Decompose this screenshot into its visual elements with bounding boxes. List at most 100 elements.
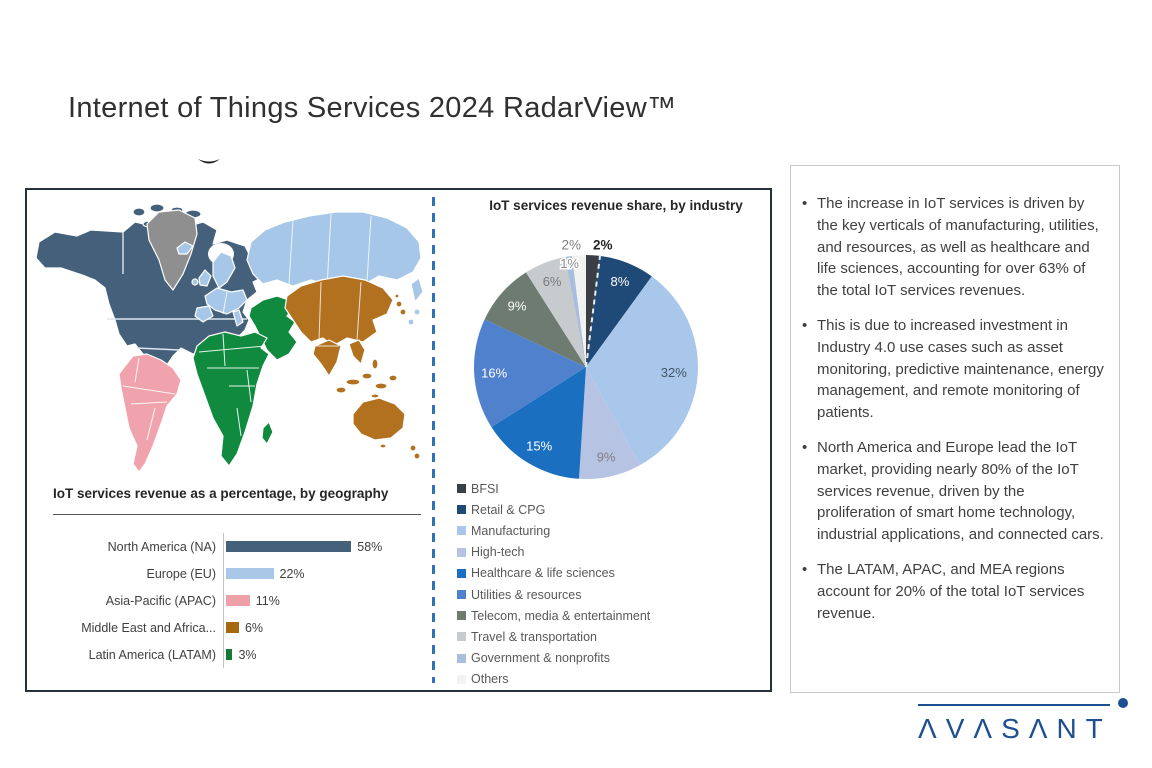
legend-item: BFSI [457, 478, 650, 499]
pie-slice [586, 255, 600, 367]
insight-bullet: North America and Europe lead the IoT ma… [801, 437, 1107, 546]
geo-bar-zone: 11% [223, 587, 280, 614]
legend-label: BFSI [471, 481, 499, 496]
pie-slice-label: 6% [543, 274, 562, 289]
legend-swatch [457, 653, 466, 663]
legend-swatch [457, 505, 466, 515]
legend-label: High-tech [471, 545, 525, 560]
geo-bar-zone: 6% [223, 614, 263, 641]
insights-bullets: The increase in IoT services is driven b… [801, 193, 1107, 624]
legend-swatch [457, 674, 466, 684]
geo-bar-label: Latin America (LATAM) [88, 647, 216, 662]
legend-item: Manufacturing [457, 520, 650, 541]
avasant-logo-line [918, 704, 1110, 706]
legend-item: Others [457, 669, 650, 690]
pie-slice-label: 8% [611, 274, 630, 289]
map-sa-borders [122, 357, 176, 441]
geo-bar-zone: 22% [223, 560, 305, 587]
geo-bar [226, 568, 274, 579]
pie-slice-label: 2% [561, 238, 581, 253]
legend-swatch [457, 484, 466, 494]
geo-bar-value: 6% [244, 620, 264, 635]
pie-slice [491, 367, 586, 479]
geo-bar-value: 58% [357, 539, 383, 554]
legend-swatch [457, 632, 466, 642]
legend-label: Travel & transportation [471, 629, 597, 644]
map-region-middle-east-africa [192, 295, 298, 467]
geo-bar-value: 11% [255, 593, 280, 608]
geo-bar [226, 541, 352, 552]
legend-item: Travel & transportation [457, 626, 650, 647]
geo-bar-row: Asia-Pacific (APAC) 11% [53, 587, 425, 614]
map-region-latin-america [118, 353, 182, 473]
insight-bullet: The LATAM, APAC, and MEA regions account… [801, 559, 1107, 624]
legend-item: Healthcare & life sciences [457, 563, 650, 584]
geo-bar [226, 649, 233, 660]
geo-bar-value: 3% [238, 647, 257, 662]
geo-bar-zone: 3% [223, 641, 257, 668]
pie-slice [526, 257, 586, 367]
legend-label: Government & nonprofits [471, 651, 610, 666]
geo-bar-label: Europe (EU) [146, 566, 216, 581]
legend-item: Government & nonprofits [457, 648, 650, 669]
legend-swatch [457, 568, 466, 578]
avasant-logo-dot [1118, 698, 1128, 708]
charts-panel: IoT services revenue as a percentage, by… [25, 188, 772, 692]
pie-slice-label: 9% [597, 449, 616, 464]
legend-label: Others [471, 672, 509, 687]
pie-slice [565, 255, 586, 367]
map-asia-borders [313, 281, 362, 347]
pie-chart-title: IoT services revenue share, by industry [489, 198, 743, 213]
pie-slice-label: 16% [481, 365, 507, 380]
map-na-borders [107, 232, 247, 351]
legend-item: Utilities & resources [457, 584, 650, 605]
geo-bar-row: Middle East and Africa... 6% [53, 614, 425, 641]
geo-bar-chart: IoT services revenue as a percentage, by… [53, 486, 425, 668]
avasant-wordmark: ΛVΛSΛNT [918, 713, 1112, 744]
map-eurasia-borders [222, 213, 372, 315]
avasant-logo-rule [918, 698, 1134, 708]
pie-slice [579, 367, 640, 480]
legend-swatch [457, 526, 466, 536]
insights-panel: The increase in IoT services is driven b… [790, 165, 1120, 693]
pie-legend: BFSI Retail & CPG Manufacturing High-tech He… [457, 478, 650, 690]
pie-slice [586, 276, 698, 466]
pie-dashed-boundary [585, 255, 601, 368]
legend-swatch [457, 590, 466, 600]
legend-item: Telecom, media & entertainment [457, 605, 650, 626]
geo-bar [226, 595, 250, 606]
geo-bar-value: 22% [279, 566, 305, 581]
map-region-asia-pacific [284, 275, 421, 460]
legend-swatch [457, 611, 466, 621]
geo-bar-row: Latin America (LATAM) 3% [53, 641, 425, 668]
industry-pie-chart: 2% 8% 32% 9% 15% 16% 9% 6% 1% 2% [474, 238, 698, 480]
legend-label: Healthcare & life sciences [471, 566, 615, 581]
legend-item: High-tech [457, 542, 650, 563]
page-title: Internet of Things Services 2024 RadarVi… [68, 92, 677, 124]
world-map [35, 203, 424, 473]
pie-slice-label: 1% [560, 256, 579, 271]
geo-bar-rows: North America (NA) 58% Europe (EU) 22% Asia-… [53, 533, 425, 668]
avasant-logo: ΛVΛSΛNT [918, 698, 1134, 745]
map-africa-borders [198, 333, 266, 437]
insight-bullet: The increase in IoT services is driven b… [801, 193, 1107, 302]
dashed-divider [432, 197, 435, 683]
legend-label: Retail & CPG [471, 502, 546, 517]
geo-bar-label: North America (NA) [107, 539, 216, 554]
legend-label: Telecom, media & entertainment [471, 608, 651, 623]
pie-slice-label: 9% [508, 299, 527, 314]
pie-slice [586, 255, 652, 367]
pie-slice-label: 32% [661, 365, 687, 380]
geo-bar-label: Asia-Pacific (APAC) [105, 593, 216, 608]
geo-title-rule [53, 514, 421, 515]
pie-slice-label: 15% [526, 439, 552, 454]
pie-slice-label: 2% [593, 238, 613, 253]
map-region-greenland [146, 209, 198, 291]
geo-bar [226, 622, 239, 633]
geo-chart-title: IoT services revenue as a percentage, by… [53, 486, 389, 501]
geo-bar-zone: 58% [223, 533, 382, 560]
pie-slice [484, 272, 586, 367]
insight-bullet: This is due to increased investment in I… [801, 315, 1107, 424]
legend-swatch [457, 547, 466, 557]
